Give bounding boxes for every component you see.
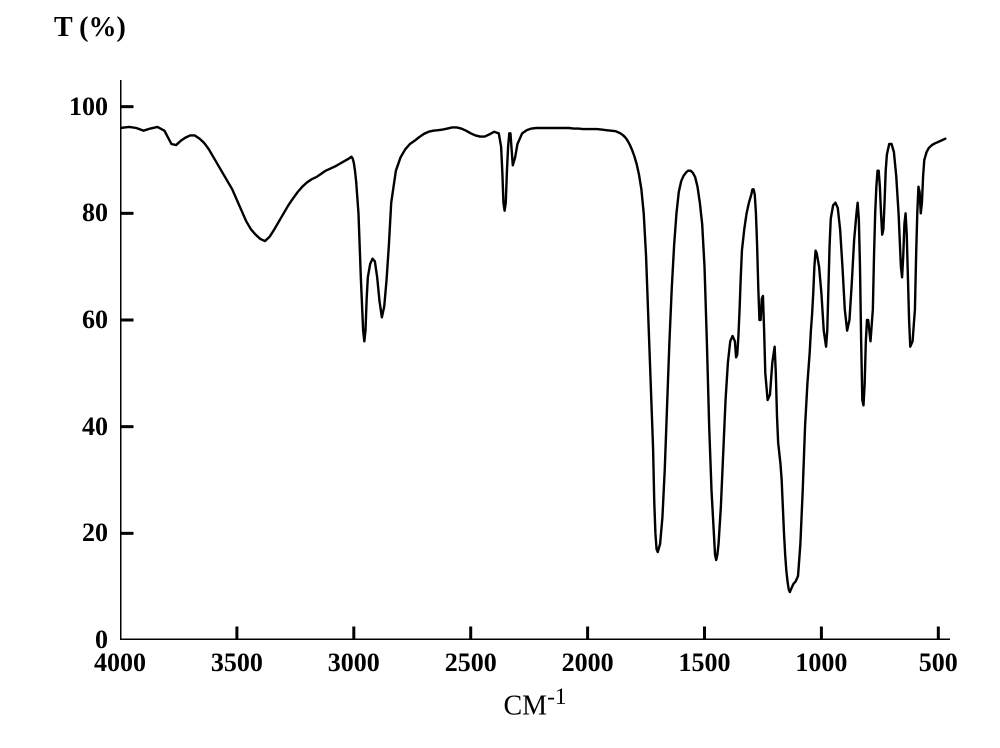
x-axis-label: CM-1	[503, 684, 566, 722]
x-tick-label: 1500	[679, 648, 731, 678]
y-tick-label: 80	[82, 198, 108, 228]
spectrum-line	[120, 127, 945, 592]
x-tick-label: 500	[919, 648, 958, 678]
x-tick-label: 3500	[211, 648, 263, 678]
x-tick-label: 2000	[562, 648, 614, 678]
y-tick-label: 60	[82, 305, 108, 335]
x-tick-label: 2500	[445, 648, 497, 678]
x-tick-label: 1000	[795, 648, 847, 678]
ir-spectrum-figure: T (%) 4000350030002500200015001000500 02…	[0, 0, 1000, 748]
x-axis-label-sup: -1	[547, 684, 566, 710]
y-tick-label: 40	[82, 412, 108, 442]
y-axis-label-text: T (%)	[54, 12, 126, 43]
plot-area	[120, 80, 950, 640]
y-tick-label: 20	[82, 518, 108, 548]
y-axis-label: T (%)	[54, 12, 126, 44]
plot-svg	[120, 80, 950, 640]
x-tick-label: 3000	[328, 648, 380, 678]
x-axis-label-text: CM	[503, 690, 547, 721]
y-tick-label: 100	[69, 92, 108, 122]
y-tick-label: 0	[95, 625, 108, 655]
